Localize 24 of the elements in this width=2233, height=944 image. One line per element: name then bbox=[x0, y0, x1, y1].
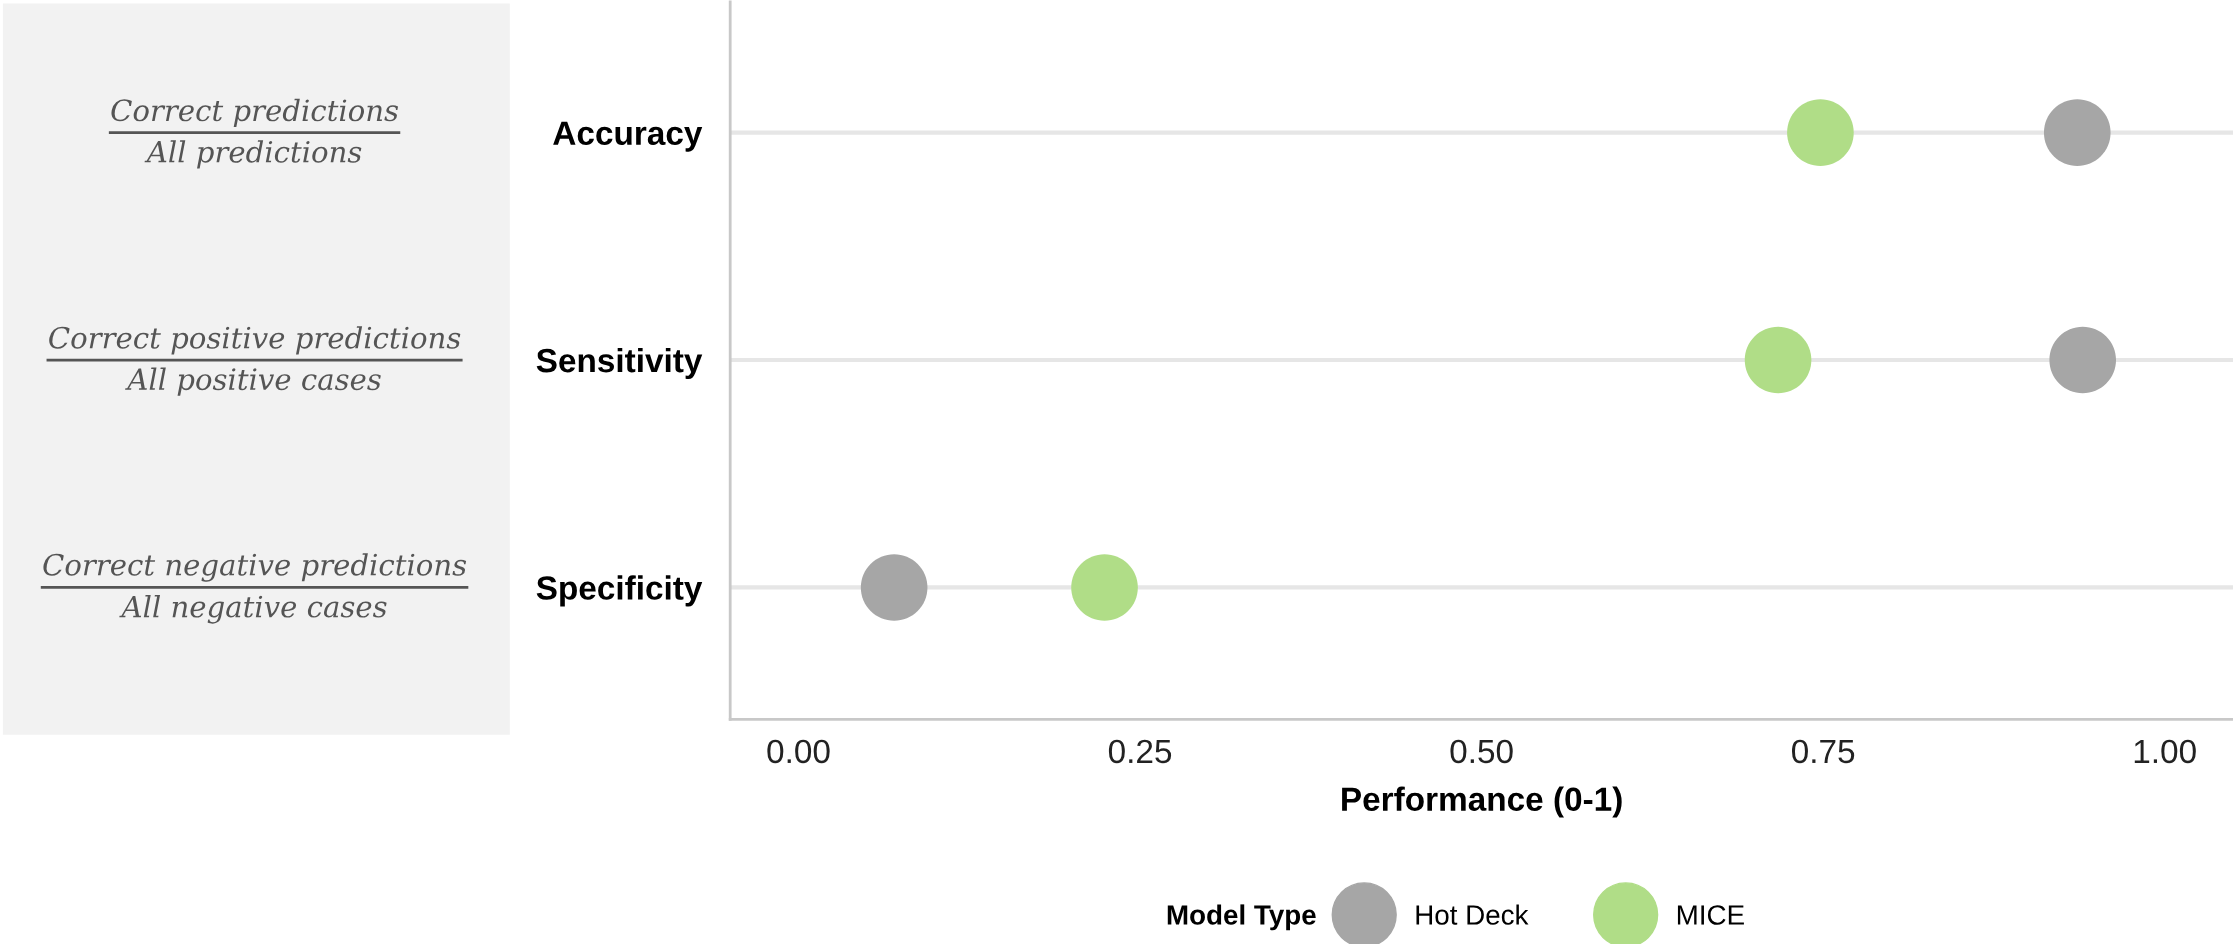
legend-title: Model Type bbox=[1167, 904, 1316, 931]
point bbox=[1744, 326, 1812, 394]
x-tick-label: 0.25 bbox=[1108, 739, 1172, 764]
text: Correct predictions bbox=[111, 98, 399, 127]
text: All negative cases bbox=[119, 594, 387, 624]
legend-label: MICE bbox=[1677, 905, 1744, 925]
point bbox=[2049, 326, 2117, 394]
x-tick-label: 1.00 bbox=[2134, 739, 2196, 764]
y-tick-label: Sensitivity bbox=[536, 347, 703, 380]
point bbox=[1071, 554, 1138, 621]
point bbox=[860, 554, 928, 621]
text: All positive cases bbox=[125, 367, 381, 396]
point bbox=[1787, 99, 1854, 166]
y-tick-label: Specificity bbox=[536, 575, 703, 607]
y-tick-label: Accuracy bbox=[553, 121, 703, 152]
text: All predictions bbox=[144, 140, 362, 169]
legend-label: Hot Deck bbox=[1416, 904, 1529, 925]
x-tick-label: 0.75 bbox=[1792, 739, 1855, 764]
point bbox=[2043, 99, 2111, 166]
x-axis-title: Performance (0-1) bbox=[1342, 786, 1622, 818]
text: Correct positive predictions bbox=[49, 326, 461, 355]
x-tick-label: 0.00 bbox=[767, 739, 830, 764]
text: Correct negative predictions bbox=[43, 553, 467, 582]
x-tick-label: 0.50 bbox=[1450, 739, 1513, 764]
